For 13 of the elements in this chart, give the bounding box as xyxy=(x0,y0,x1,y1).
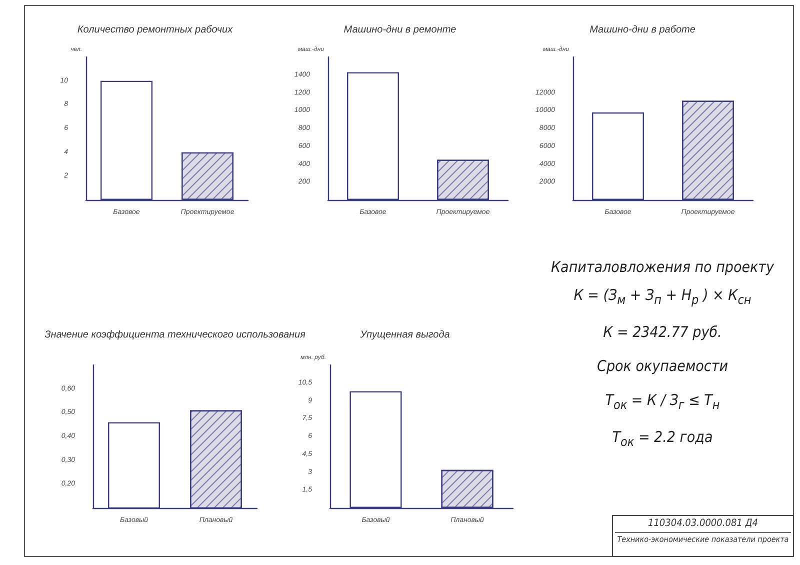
text: Технико-экономические показатели проекта xyxy=(616,535,790,544)
chart-title: Значение коэффициента технического использования xyxy=(44,330,306,340)
text: Т$_{ок}$ = К / З$_{г}$ ≤ Т$_{н}$ xyxy=(604,391,721,412)
text: К = (З$_{м}$ + З$_{п}$ + Н$_{р}$ ) × К$_{сн}$ xyxy=(572,286,752,307)
chart-title: Количество ремонтных рабочих xyxy=(77,24,234,36)
text: К = 2342.77 руб. xyxy=(602,323,723,341)
text: Капиталовложения по проекту xyxy=(550,258,776,276)
text: Срок окупаемости xyxy=(596,357,729,375)
chart-title: Машино-дни в работе xyxy=(590,24,696,36)
chart-title: Машино-дни в ремонте xyxy=(344,24,457,36)
text: 110304.03.0000.081 Д4 xyxy=(615,518,791,533)
chart-title: Упущенная выгода xyxy=(359,330,450,340)
text: Т$_{ок}$ = 2.2 года xyxy=(611,428,714,449)
